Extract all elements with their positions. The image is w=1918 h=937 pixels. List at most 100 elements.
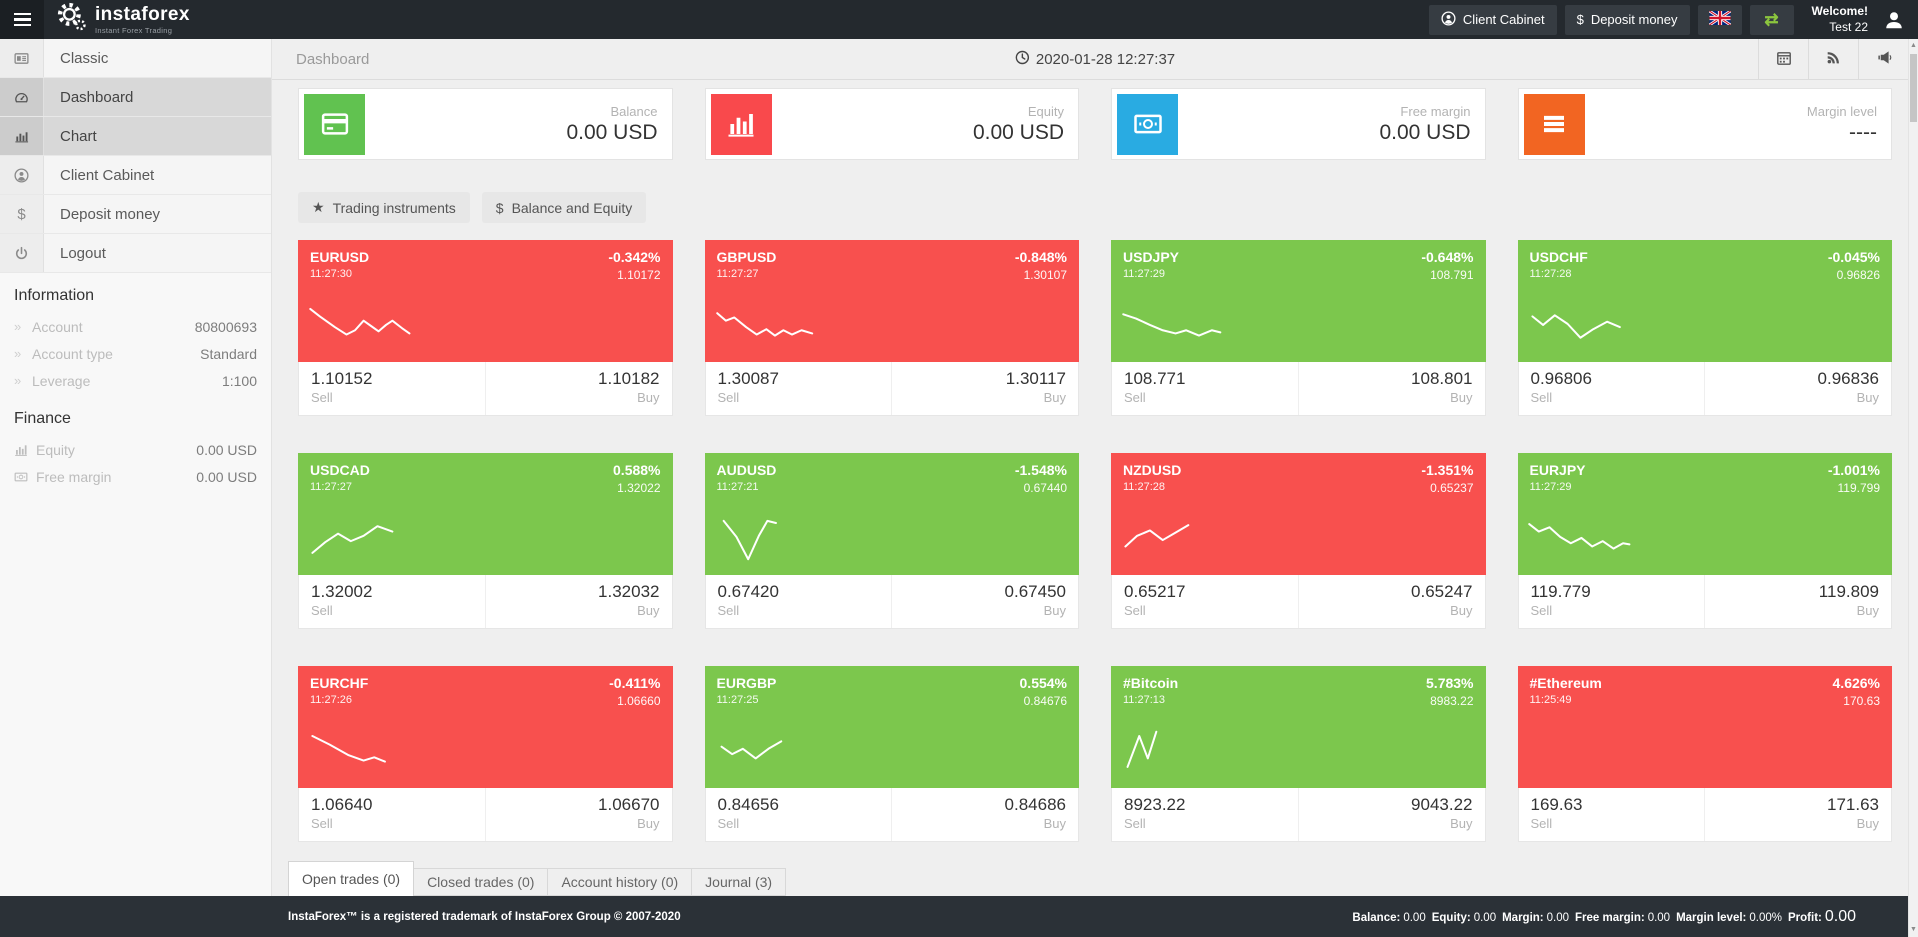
tab-journal-3[interactable]: Journal (3) [692, 868, 786, 896]
sell-quote[interactable]: 1.10152Sell [299, 362, 485, 415]
buy-quote[interactable]: 119.809Buy [1704, 575, 1891, 628]
currency-swap-button[interactable]: ⇄ [1750, 5, 1794, 35]
buy-quote[interactable]: 0.96836Buy [1704, 362, 1891, 415]
buy-quote[interactable]: 108.801Buy [1298, 362, 1485, 415]
sparkline [713, 507, 820, 571]
instrument-tile-gbpusd[interactable]: GBPUSD11:27:27-0.848%1.301071.30087Sell1… [705, 240, 1080, 416]
rss-button[interactable] [1808, 39, 1858, 79]
tab-account-history-0[interactable]: Account history (0) [548, 868, 692, 896]
finance-section-title: Finance [14, 410, 257, 428]
instrument-tile-bitcoin[interactable]: #Bitcoin11:27:135.783%8983.228923.22Sell… [1111, 666, 1486, 842]
footer-stat-balance: Balance:0.00 [1352, 912, 1425, 924]
sparkline [306, 720, 413, 784]
stat-card-value: 0.00 USD [365, 121, 658, 145]
instrument-time: 11:27:29 [1123, 268, 1179, 280]
instrument-change: 5.783% [1426, 675, 1473, 691]
instrument-tile-eurgbp[interactable]: EURGBP11:27:250.554%0.846760.84656Sell0.… [705, 666, 1080, 842]
buy-quote[interactable]: 1.06670Buy [485, 788, 672, 841]
sell-label: Sell [1124, 603, 1286, 618]
instrument-tile-eurjpy[interactable]: EURJPY11:27:29-1.001%119.799119.779Sell1… [1518, 453, 1893, 629]
uk-flag-icon [1709, 11, 1731, 28]
deposit-money-button[interactable]: $ Deposit money [1565, 5, 1690, 35]
buy-quote[interactable]: 0.84686Buy [891, 788, 1078, 841]
client-cabinet-button[interactable]: Client Cabinet [1429, 5, 1557, 35]
instrument-tile-usdcad[interactable]: USDCAD11:27:270.588%1.320221.32002Sell1.… [298, 453, 673, 629]
buy-quote[interactable]: 1.32032Buy [485, 575, 672, 628]
sell-price: 1.32002 [311, 582, 473, 602]
instrument-tile-ethereum[interactable]: #Ethereum11:25:494.626%170.63169.63Sell1… [1518, 666, 1893, 842]
buy-label: Buy [498, 603, 660, 618]
tab-closed-trades-0[interactable]: Closed trades (0) [414, 868, 548, 896]
sidebar-item-deposit-money[interactable]: $Deposit money [0, 195, 271, 234]
buy-quote[interactable]: 1.10182Buy [485, 362, 672, 415]
scrollbar-thumb[interactable] [1910, 54, 1917, 122]
sell-quote[interactable]: 169.63Sell [1519, 788, 1705, 841]
stat-card-label: Equity [772, 104, 1065, 119]
sell-quote[interactable]: 1.32002Sell [299, 575, 485, 628]
sidebar-item-classic[interactable]: Classic [0, 39, 271, 78]
sell-quote[interactable]: 0.65217Sell [1112, 575, 1298, 628]
stat-card-body: Free margin0.00 USD [1178, 104, 1480, 145]
sell-quote[interactable]: 1.30087Sell [706, 362, 892, 415]
instrument-tile-eurchf[interactable]: EURCHF11:27:26-0.411%1.066601.06640Sell1… [298, 666, 673, 842]
sell-label: Sell [718, 603, 880, 618]
balance-and-equity-button[interactable]: $ Balance and Equity [482, 192, 646, 223]
sidebar-item-logout[interactable]: Logout [0, 234, 271, 273]
instrument-symbol: EURJPY [1530, 462, 1586, 478]
sell-quote[interactable]: 119.779Sell [1519, 575, 1705, 628]
sell-label: Sell [718, 816, 880, 831]
classic-icon [0, 39, 44, 77]
sidebar-item-label: Classic [44, 39, 271, 77]
sidebar-item-client-cabinet[interactable]: Client Cabinet [0, 156, 271, 195]
scroll-down-arrow[interactable]: ▼ [1909, 924, 1918, 936]
instrument-tile-usdjpy[interactable]: USDJPY11:27:29-0.648%108.791108.771Sell1… [1111, 240, 1486, 416]
logo-subtitle: Instant Forex Trading [95, 26, 190, 35]
instrument-symbol: EURGBP [717, 675, 777, 691]
info-row-leverage: »Leverage1:100 [14, 367, 257, 394]
sparkline [1119, 720, 1226, 784]
sell-quote[interactable]: 0.96806Sell [1519, 362, 1705, 415]
announcements-button[interactable] [1858, 39, 1908, 79]
buy-quote[interactable]: 0.67450Buy [891, 575, 1078, 628]
buy-label: Buy [1717, 390, 1879, 405]
instrument-change: -0.848% [1015, 249, 1067, 265]
instrument-tile-usdchf[interactable]: USDCHF11:27:28-0.045%0.968260.96806Sell0… [1518, 240, 1893, 416]
scroll-up-arrow[interactable]: ▲ [1909, 40, 1918, 52]
footer-trademark: InstaForex™ is a registered trademark of… [288, 911, 1346, 923]
info-label: Account [32, 319, 195, 335]
app-logo[interactable]: instaforex Instant Forex Trading [57, 2, 190, 37]
sell-quote[interactable]: 1.06640Sell [299, 788, 485, 841]
buy-quote[interactable]: 9043.22Buy [1298, 788, 1485, 841]
scrollbar[interactable]: ▲ ▼ [1908, 39, 1918, 937]
sell-price: 0.84656 [718, 795, 880, 815]
sidebar-item-chart[interactable]: Chart [0, 117, 271, 156]
buy-quote[interactable]: 171.63Buy [1704, 788, 1891, 841]
language-flag-button[interactable] [1698, 5, 1742, 35]
instrument-tile-audusd[interactable]: AUDUSD11:27:21-1.548%0.674400.67420Sell0… [705, 453, 1080, 629]
instrument-time: 11:27:27 [717, 268, 777, 280]
buy-price: 1.10182 [498, 369, 660, 389]
dashboard-icon [0, 78, 44, 116]
instrument-change: -1.548% [1015, 462, 1067, 478]
instrument-tile-eurusd[interactable]: EURUSD11:27:30-0.342%1.101721.10152Sell1… [298, 240, 673, 416]
buy-quote[interactable]: 1.30117Buy [891, 362, 1078, 415]
sell-quote[interactable]: 8923.22Sell [1112, 788, 1298, 841]
sell-quote[interactable]: 0.84656Sell [706, 788, 892, 841]
sidebar-item-dashboard[interactable]: Dashboard [0, 78, 271, 117]
sell-quote[interactable]: 108.771Sell [1112, 362, 1298, 415]
star-icon: ★ [312, 199, 325, 216]
tab-open-trades-0[interactable]: Open trades (0) [288, 861, 414, 896]
avatar[interactable] [1884, 10, 1904, 30]
buy-quote[interactable]: 0.65247Buy [1298, 575, 1485, 628]
instrument-price: 119.799 [1828, 481, 1880, 495]
buy-label: Buy [1717, 603, 1879, 618]
calendar-button[interactable] [1758, 39, 1808, 79]
hamburger-menu-button[interactable] [0, 0, 44, 39]
instrument-tile-nzdusd[interactable]: NZDUSD11:27:28-1.351%0.652370.65217Sell0… [1111, 453, 1486, 629]
logo-gear-icon [57, 2, 87, 37]
buy-label: Buy [498, 816, 660, 831]
buy-price: 0.84686 [904, 795, 1066, 815]
trading-instruments-button[interactable]: ★ Trading instruments [298, 192, 470, 223]
sell-quote[interactable]: 0.67420Sell [706, 575, 892, 628]
sidebar: ClassicDashboardChartClient Cabinet$Depo… [0, 39, 272, 896]
